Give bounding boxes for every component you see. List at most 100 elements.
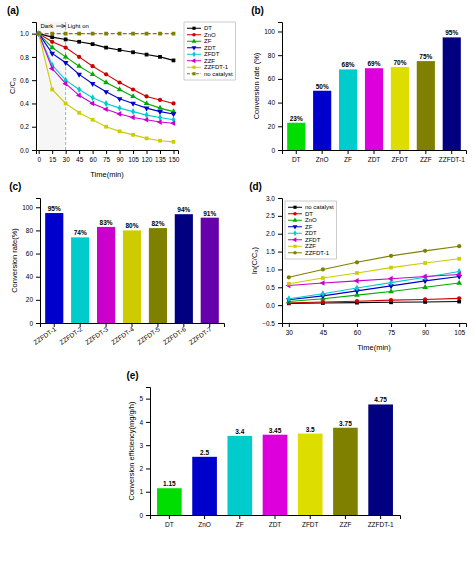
tick-mark — [357, 323, 358, 327]
tick-mark — [451, 150, 452, 154]
point — [321, 276, 325, 280]
tick: 90 — [116, 150, 124, 163]
tick-mark — [106, 150, 107, 154]
tick-mark — [146, 422, 150, 423]
tick-label: 0.5 — [266, 284, 275, 291]
tick-label: 105 — [128, 156, 139, 163]
point — [172, 32, 176, 36]
line — [39, 34, 174, 61]
legend-item: no catalyst — [187, 71, 233, 77]
tick-mark — [278, 252, 282, 253]
tick-mark — [310, 515, 311, 519]
tick-mark — [93, 150, 94, 154]
tick-label: ZDT — [269, 521, 282, 528]
point — [104, 46, 108, 50]
tick-label: ZZFDT-3 — [84, 325, 110, 346]
x-axis-title: Time(min) — [90, 170, 124, 179]
tick: DT — [165, 515, 174, 528]
tick-mark — [39, 150, 40, 154]
bar — [263, 435, 288, 515]
tick-mark — [239, 515, 240, 519]
y-axis-title: Conversion efficiency(mg/g/h) — [127, 401, 136, 501]
tick-label: 60 — [26, 250, 34, 257]
tick-label: 30 — [63, 156, 71, 163]
point — [157, 119, 162, 125]
axis-line — [36, 199, 41, 324]
point — [91, 32, 95, 36]
point — [158, 139, 162, 143]
tick: 5 — [139, 395, 150, 402]
tick: 1.0 — [266, 266, 282, 273]
tick: 0 — [271, 147, 282, 154]
arrow — [56, 26, 65, 27]
tick-label: ZFDT — [302, 521, 319, 528]
panel: 012345DTZnOZFZDTZFDTZZFZZFDT-11.152.53.4… — [126, 370, 400, 528]
legend-marker — [192, 51, 195, 57]
data-label: 3.5 — [306, 426, 315, 433]
tick-mark — [425, 150, 426, 154]
tick-label: 30 — [286, 329, 294, 336]
point — [145, 53, 149, 57]
line — [39, 34, 174, 114]
point — [287, 295, 291, 302]
panel-title: (c) — [9, 181, 21, 192]
tick-mark — [278, 216, 282, 217]
point — [389, 254, 393, 258]
tick-label: 15 — [49, 156, 57, 163]
point — [49, 44, 55, 49]
legend-item: ZDT — [288, 230, 317, 236]
tick: 1 — [139, 488, 150, 495]
tick-label: 120 — [142, 156, 153, 163]
axis-line — [32, 23, 37, 151]
tick-label: 1.0 — [20, 30, 29, 37]
tick-label: 100 — [264, 28, 275, 35]
legend-item: ZDT — [187, 45, 216, 51]
plot-area — [36, 22, 176, 150]
axis-line — [283, 324, 467, 328]
tick: 150 — [169, 150, 180, 163]
tick: 60 — [354, 323, 362, 336]
legend-label: ZF — [305, 224, 313, 230]
tick: 40 — [26, 273, 40, 280]
tick-mark — [278, 126, 282, 127]
point — [158, 55, 162, 59]
legend-marker — [293, 245, 296, 248]
legend-item: DT — [288, 211, 313, 217]
tick: −0.5 — [262, 320, 282, 327]
tick: 80 — [268, 52, 282, 59]
point — [118, 48, 122, 52]
point — [457, 244, 461, 248]
tick-label: ZZFDT-6 — [162, 325, 188, 346]
tick-label: ZF — [236, 521, 244, 528]
point — [388, 276, 393, 282]
axis-line — [37, 151, 179, 155]
tick: 40 — [268, 99, 282, 106]
legend-item: ZFDT — [187, 51, 220, 57]
point — [37, 32, 41, 36]
bar — [368, 404, 393, 515]
tick: 80 — [26, 227, 40, 234]
tick: 20 — [26, 296, 40, 303]
point — [457, 296, 461, 300]
point — [144, 100, 150, 105]
legend-marker — [293, 225, 298, 229]
point — [50, 88, 54, 92]
tick: 0.8 — [20, 53, 36, 60]
point — [423, 261, 427, 265]
legend-label: no catalyst — [305, 204, 334, 210]
axis-line — [283, 151, 467, 155]
tick-label: 5 — [139, 395, 143, 402]
tick-label: 1 — [139, 488, 143, 495]
point — [89, 101, 94, 107]
point — [64, 45, 68, 49]
legend-marker — [293, 251, 297, 255]
legend-label: ZZF — [305, 243, 316, 249]
tick-mark — [391, 323, 392, 327]
point — [90, 82, 96, 87]
point — [37, 32, 41, 36]
tick: ZZFDT-6 — [162, 323, 188, 346]
point — [90, 71, 96, 76]
legend-item: no catalyst — [288, 204, 334, 210]
legend-label: ZZFDT-1 — [204, 64, 229, 70]
point — [423, 297, 427, 301]
